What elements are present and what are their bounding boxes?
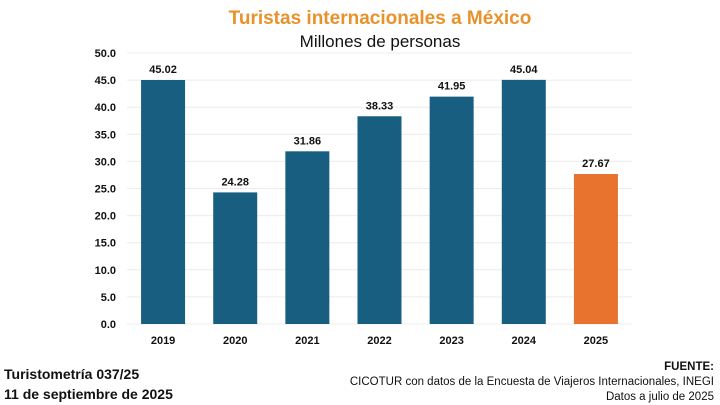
y-tick-label: 20.0 — [95, 211, 116, 223]
y-tick-label: 10.0 — [95, 265, 116, 277]
y-tick-label: 5.0 — [101, 292, 116, 304]
x-tick-label: 2020 — [223, 335, 247, 347]
bar-2020 — [213, 192, 258, 324]
data-label: 45.04 — [510, 64, 538, 76]
source-text: CICOTUR con datos de la Encuesta de Viaj… — [349, 376, 714, 388]
x-tick-label: 2024 — [512, 335, 537, 347]
source-label: FUENTE: — [664, 361, 714, 373]
data-label: 24.28 — [221, 176, 249, 188]
x-tick-label: 2022 — [367, 335, 391, 347]
bar-2024 — [501, 79, 546, 324]
bar-2023 — [429, 96, 474, 324]
y-tick-label: 45.0 — [95, 75, 116, 87]
x-tick-label: 2023 — [439, 335, 463, 347]
y-tick-label: 35.0 — [95, 129, 116, 141]
x-tick-label: 2019 — [151, 335, 175, 347]
y-tick-label: 30.0 — [95, 156, 116, 168]
data-label: 45.02 — [149, 64, 177, 76]
y-tick-label: 40.0 — [95, 102, 116, 114]
bar-2021 — [285, 151, 330, 324]
y-tick-label: 0.0 — [101, 319, 116, 331]
report-date: 11 de septiembre de 2025 — [4, 386, 173, 402]
source-info: FUENTE: CICOTUR con datos de la Encuesta… — [350, 360, 714, 405]
x-tick-label: 2021 — [295, 335, 319, 347]
report-number: Turistometría 037/25 — [4, 366, 140, 382]
x-tick-label: 2025 — [584, 335, 608, 347]
data-label: 27.67 — [582, 158, 610, 170]
bar-2019 — [141, 79, 186, 324]
data-label: 31.86 — [294, 135, 322, 147]
report-info: Turistometría 037/25 11 de septiembre de… — [4, 364, 173, 404]
data-note: Datos a julio de 2025 — [605, 391, 714, 403]
chart-subtitle: Millones de personas — [299, 32, 461, 51]
y-tick-label: 15.0 — [95, 238, 116, 250]
chart-title: Turistas internacionales a México — [228, 8, 532, 29]
bar-2022 — [357, 116, 402, 324]
y-tick-label: 50.0 — [95, 48, 116, 60]
y-tick-label: 25.0 — [95, 184, 116, 196]
data-label: 41.95 — [438, 81, 466, 93]
data-label: 38.33 — [366, 100, 394, 112]
bar-2025 — [573, 174, 618, 324]
